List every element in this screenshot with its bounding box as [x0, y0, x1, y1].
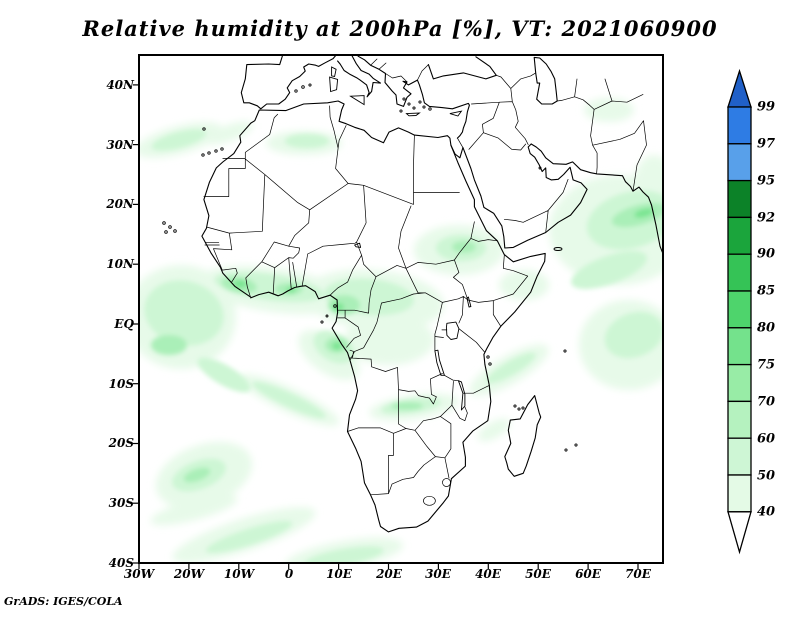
colorbar — [727, 69, 752, 555]
colorbar-seg-80-85 — [727, 290, 752, 329]
colorbar-seg-85-90 — [727, 253, 752, 292]
sardinia-island — [329, 76, 339, 93]
cyprus-island — [449, 110, 463, 117]
colorbar-arrow-top — [727, 69, 752, 108]
lat-label-10n: 10N — [106, 257, 134, 271]
lon-label-30e: 30E — [425, 567, 451, 581]
lon-label-20e: 20E — [376, 567, 402, 581]
lon-label-20w: 20W — [173, 567, 205, 581]
cb-label-80: 80 — [757, 320, 776, 336]
lon-label-10e: 10E — [326, 567, 352, 581]
plot-frame — [133, 54, 664, 569]
lake-chad — [354, 242, 362, 248]
colorbar-seg-50-60 — [727, 437, 752, 476]
lon-label-0: 0 — [284, 567, 294, 581]
cb-label-60: 60 — [757, 431, 776, 447]
sinai-coastline — [450, 144, 464, 159]
lat-label-40s: 40S — [108, 556, 134, 570]
cb-label-70: 70 — [757, 394, 776, 410]
colorbar-seg-97-99 — [727, 106, 752, 145]
lake-victoria — [445, 321, 460, 340]
lat-ticks — [133, 84, 139, 564]
cb-label-95: 95 — [757, 173, 776, 189]
arabia-coastline — [462, 143, 588, 249]
lon-label-50e: 50E — [525, 567, 551, 581]
lon-label-60e: 60E — [575, 567, 601, 581]
lat-label-20s: 20S — [108, 436, 134, 450]
madagascar-coastline — [504, 395, 542, 477]
grads-attribution: GrADS: IGES/COLA — [4, 595, 123, 608]
colorbar-seg-92-95 — [727, 179, 752, 219]
sicily-island — [349, 95, 365, 106]
colorbar-seg-95-97 — [727, 143, 752, 182]
lake-tanganyika — [434, 349, 445, 376]
colorbar-arrow-bottom — [727, 511, 752, 555]
corsica-island — [331, 66, 337, 78]
lon-ticks — [138, 563, 639, 569]
black-sea-coastline — [427, 56, 497, 80]
lon-label-30w: 30W — [123, 567, 155, 581]
lat-label-20n: 20N — [106, 197, 134, 211]
italy-coastline — [337, 55, 382, 98]
eswatini-border — [442, 478, 451, 487]
lon-label-70e: 70E — [625, 567, 651, 581]
africa-coastline — [201, 100, 546, 533]
colorbar-seg-70-75 — [727, 363, 752, 403]
lat-label-40n: 40N — [106, 78, 134, 92]
cb-label-40: 40 — [757, 504, 776, 520]
lake-turkana — [466, 296, 472, 308]
cb-label-92: 92 — [757, 210, 776, 226]
lat-label-10s: 10S — [108, 377, 134, 391]
lon-label-40e: 40E — [475, 567, 501, 581]
borders-layer — [203, 58, 647, 506]
colorbar-seg-40-50 — [727, 474, 752, 513]
country-borders — [203, 58, 647, 496]
lat-label-30n: 30N — [106, 138, 134, 152]
cb-label-50: 50 — [757, 468, 776, 484]
balkans-greece-turkey-levant-coastline — [357, 55, 470, 139]
humidity-shading-layer — [139, 98, 663, 563]
colorbar-seg-90-92 — [727, 216, 752, 255]
colorbar-seg-60-70 — [727, 400, 752, 439]
iran-pakistan-india-coastline — [530, 143, 663, 256]
colorbar-seg-75-80 — [727, 327, 752, 366]
lat-label-30s: 30S — [108, 496, 134, 510]
small-islands-dots — [162, 83, 578, 452]
lake-malawi — [457, 380, 466, 411]
iberia-france-coastline — [240, 55, 337, 110]
map-canvas — [133, 54, 664, 569]
lesotho-border — [423, 495, 436, 506]
caspian-sea-coastline — [533, 56, 558, 105]
cb-label-97: 97 — [757, 136, 776, 152]
lat-label-eq: EQ — [114, 317, 134, 331]
cb-label-99: 99 — [757, 99, 776, 115]
lon-label-10w: 10W — [223, 567, 255, 581]
cb-label-85: 85 — [757, 283, 776, 299]
crete-island — [405, 112, 421, 117]
cb-label-90: 90 — [757, 246, 776, 262]
plot-title: Relative humidity at 200hPa [%], VT: 202… — [82, 16, 718, 41]
cb-label-75: 75 — [757, 357, 776, 373]
